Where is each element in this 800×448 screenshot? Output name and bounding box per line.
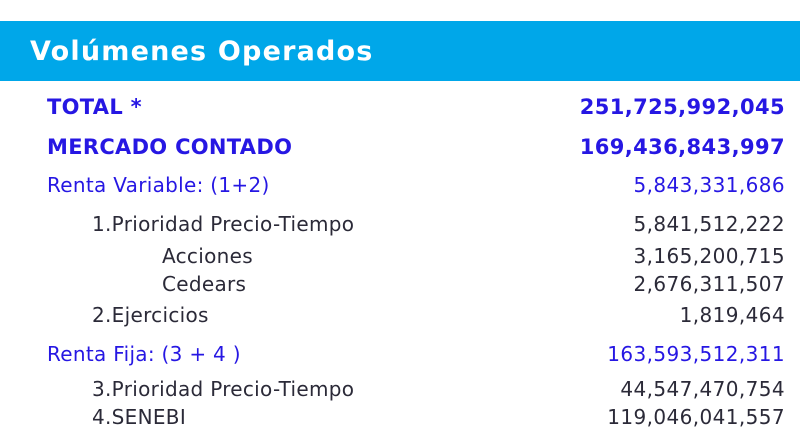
row-label: 1.Prioridad Precio-Tiempo (92, 212, 355, 236)
row-value: 5,841,512,222 (633, 212, 785, 236)
row-label: Renta Variable: (1+2) (47, 173, 270, 197)
row-label: Acciones (162, 244, 253, 268)
row-label: 4.SENEBI (92, 405, 187, 429)
table-row: Renta Fija: (3 + 4 ) 163,593,512,311 (0, 340, 785, 368)
row-value: 1,819,464 (679, 303, 785, 327)
section-header-bar: Volúmenes Operados (0, 21, 800, 81)
table-row: 1.Prioridad Precio-Tiempo 5,841,512,222 (0, 210, 785, 238)
row-value: 5,843,331,686 (633, 173, 785, 197)
row-value: 44,547,470,754 (620, 377, 785, 401)
row-label: Renta Fija: (3 + 4 ) (47, 342, 241, 366)
table-row: 3.Prioridad Precio-Tiempo 44,547,470,754 (0, 375, 785, 403)
row-value: 119,046,041,557 (607, 405, 785, 429)
volumes-table: TOTAL * 251,725,992,045 MERCADO CONTADO 169… (0, 93, 785, 431)
row-label: MERCADO CONTADO (47, 135, 293, 159)
table-row: Cedears 2,676,311,507 (0, 270, 785, 298)
table-row: 2.Ejercicios 1,819,464 (0, 301, 785, 329)
table-row: Acciones 3,165,200,715 (0, 242, 785, 270)
row-label: 3.Prioridad Precio-Tiempo (92, 377, 355, 401)
table-row: 4.SENEBI 119,046,041,557 (0, 403, 785, 431)
row-value: 3,165,200,715 (633, 244, 785, 268)
table-row: MERCADO CONTADO 169,436,843,997 (0, 133, 785, 161)
row-label: 2.Ejercicios (92, 303, 209, 327)
row-label: TOTAL * (47, 95, 142, 119)
row-value: 2,676,311,507 (633, 272, 785, 296)
page-title: Volúmenes Operados (30, 35, 374, 67)
table-row: TOTAL * 251,725,992,045 (0, 93, 785, 121)
table-row: Renta Variable: (1+2) 5,843,331,686 (0, 171, 785, 199)
row-value: 169,436,843,997 (579, 135, 785, 159)
row-value: 163,593,512,311 (607, 342, 785, 366)
row-label: Cedears (162, 272, 247, 296)
row-value: 251,725,992,045 (579, 95, 785, 119)
